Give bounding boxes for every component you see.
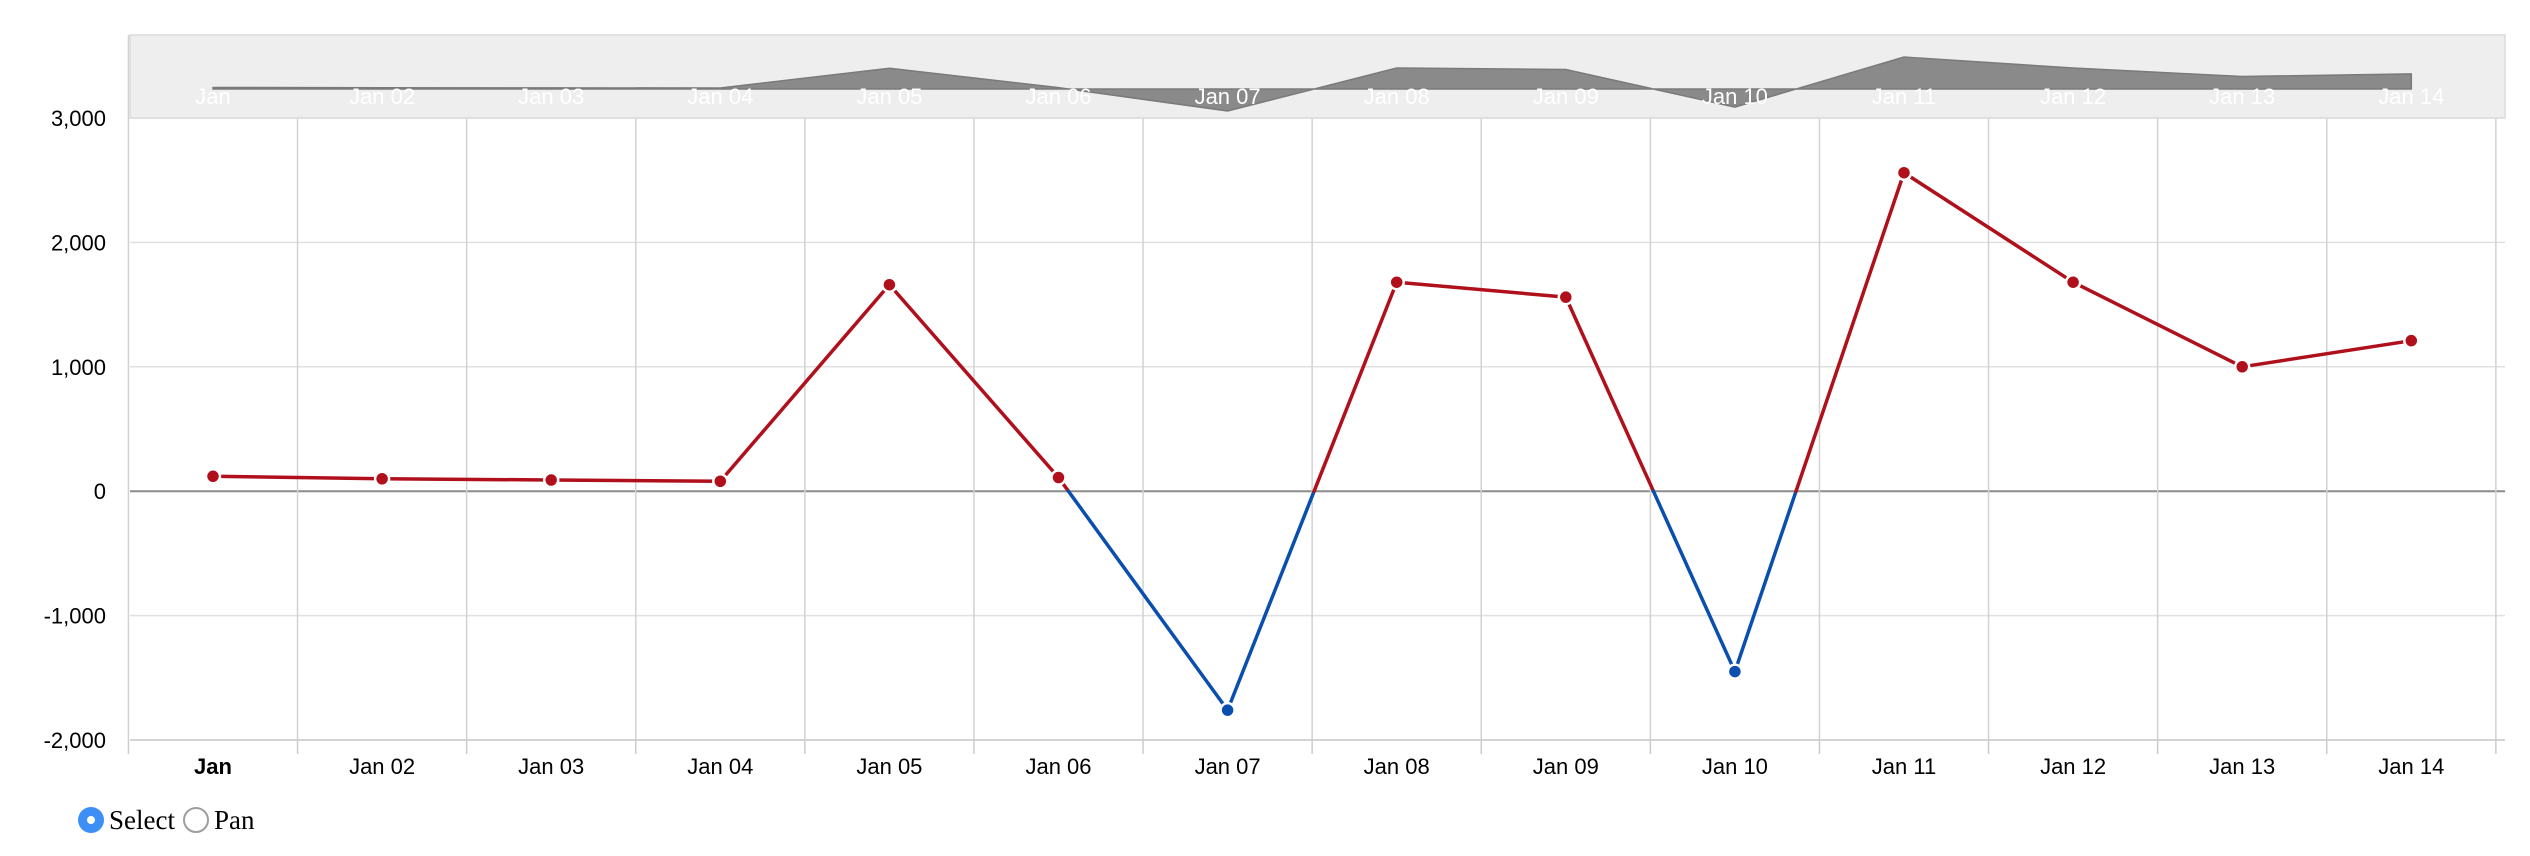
series-segment — [1564, 295, 1656, 493]
data-point — [2064, 273, 2082, 291]
navigator-label: Jan 03 — [518, 84, 584, 109]
navigator-label: Jan 04 — [687, 84, 753, 109]
data-point — [712, 472, 729, 490]
x-tick-label: Jan 13 — [2209, 754, 2275, 779]
x-tick-label: Jan 07 — [1195, 754, 1261, 779]
pan-label: Pan — [213, 804, 255, 835]
navigator-area — [212, 56, 2413, 112]
pan-radio[interactable] — [182, 807, 209, 833]
series-segment — [2071, 280, 2244, 369]
y-tick-label: -1,000 — [44, 604, 106, 629]
data-point — [1050, 469, 1067, 486]
x-tick-label: Jan 14 — [2378, 754, 2444, 779]
select-radio[interactable] — [78, 807, 104, 833]
axis-layer: 3,000 2,000 1,000 0 -1,000 -2,000 Jan Jan 02 Jan… — [44, 106, 2505, 779]
series-segment — [1902, 170, 2075, 284]
navigator-label: Jan 05 — [856, 84, 922, 109]
navigator-label: Jan 06 — [1025, 84, 1091, 109]
series-segment — [1733, 489, 1798, 674]
navigator-label: Jan 10 — [1702, 84, 1768, 109]
series-segment — [211, 474, 384, 481]
select-label: Select — [109, 804, 175, 835]
x-tick-label: Jan 04 — [687, 754, 753, 779]
series-segment — [1312, 280, 1399, 493]
interaction-mode-controls: Select Pan — [78, 800, 262, 840]
data-point — [1388, 273, 1405, 291]
x-tick-label: Jan — [194, 754, 232, 779]
data-point — [2233, 358, 2251, 376]
series-segment — [1794, 170, 1906, 493]
x-tick-label: Jan 09 — [1533, 754, 1599, 779]
navigator-label: Jan 13 — [2209, 84, 2275, 109]
x-tick-label: Jan 11 — [1872, 754, 1936, 779]
y-tick-label: 0 — [94, 479, 106, 504]
series-segment — [1651, 489, 1737, 674]
navigator-label: Jan — [195, 84, 230, 109]
series-segment — [2240, 338, 2414, 369]
x-tick-label: Jan 02 — [349, 754, 415, 779]
navigator-label: Jan 09 — [1533, 84, 1599, 109]
y-tick-label: -2,000 — [44, 728, 106, 753]
x-tick-label: Jan 08 — [1364, 754, 1430, 779]
x-tick-label: Jan 10 — [1702, 754, 1768, 779]
data-point — [204, 468, 222, 485]
navigator-label: Jan 12 — [2040, 84, 2106, 109]
y-tick-label: 2,000 — [51, 230, 106, 255]
x-tick-label: Jan 06 — [1025, 754, 1091, 779]
series-segment — [887, 282, 1061, 480]
y-tick-label: 1,000 — [51, 355, 106, 380]
navigator-label: Jan 11 — [1872, 84, 1936, 109]
data-point — [373, 470, 391, 488]
series-segment — [1394, 280, 1568, 299]
data-point — [881, 276, 898, 293]
series-layer — [204, 164, 2420, 719]
y-tick-label: 3,000 — [51, 106, 106, 131]
data-point — [2403, 332, 2420, 349]
x-tick-label: Jan 03 — [518, 754, 584, 779]
data-point — [1895, 164, 1913, 181]
series-segment — [1066, 489, 1230, 712]
x-tick-label: Jan 05 — [856, 754, 922, 779]
data-point — [1219, 701, 1236, 719]
grid-layer — [127, 35, 2505, 741]
data-point — [542, 471, 560, 489]
data-point — [1726, 663, 1744, 680]
select-mode-option[interactable]: Select — [78, 805, 175, 836]
navigator-label: Jan 02 — [349, 84, 415, 109]
navigator-label: Jan 14 — [2378, 84, 2444, 109]
series-segment — [380, 477, 553, 482]
navigator[interactable]: Jan Jan 02 Jan 03 Jan 04 Jan 05 Jan 06 Jan 07 J… — [129, 34, 2506, 119]
pan-mode-option[interactable]: Pan — [182, 804, 255, 836]
navigator-label: Jan 08 — [1364, 84, 1430, 109]
navigator-label: Jan 07 — [1195, 84, 1261, 109]
data-point — [1557, 288, 1575, 306]
series-segment — [718, 282, 892, 483]
series-segment — [549, 478, 723, 483]
x-tick-label: Jan 12 — [2040, 754, 2106, 779]
series-segment — [1225, 489, 1316, 712]
